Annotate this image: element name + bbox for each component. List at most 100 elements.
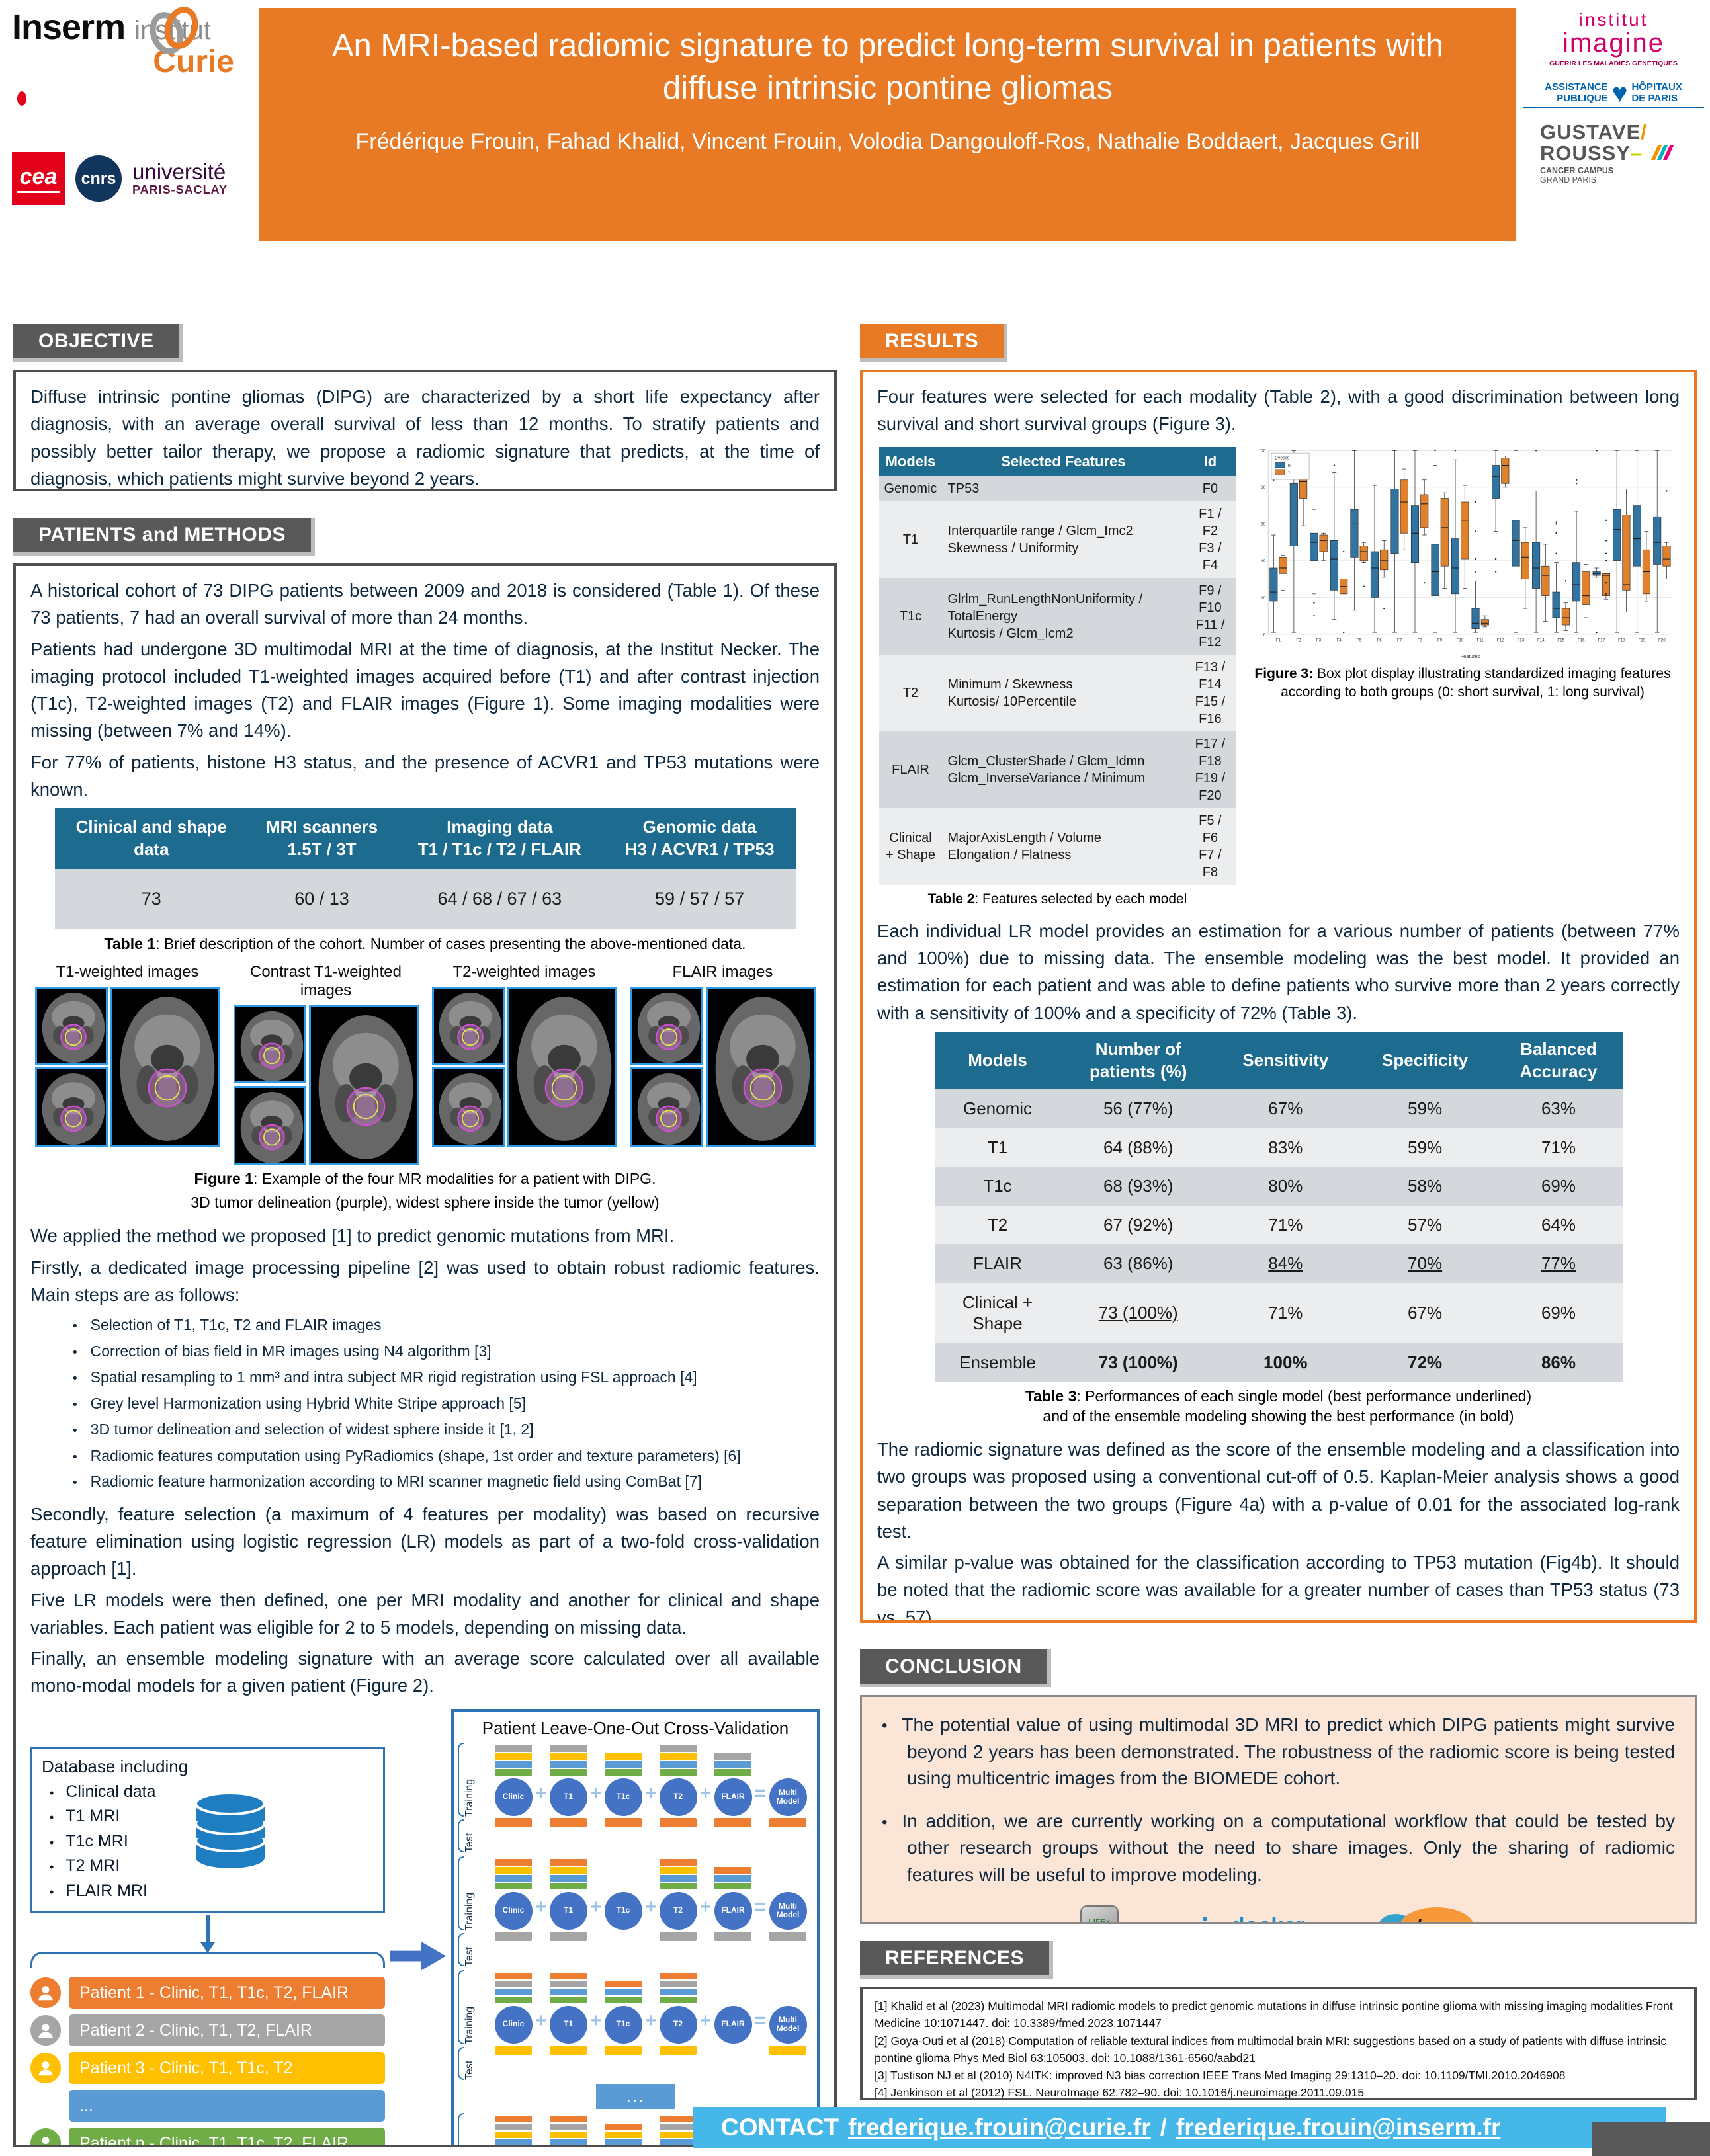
contact-label: CONTACT — [721, 2114, 839, 2141]
table1-caption: Table 1: Brief description of the cohort… — [104, 934, 746, 952]
cohort-table: Clinical and shape data MRI scanners 1.5T /… — [54, 808, 796, 929]
references-heading: REFERENCES — [860, 1941, 1054, 1979]
svg-text:F4: F4 — [1336, 638, 1342, 642]
patient-row: Patient 3 - Clinic, T1, T1c, T2 — [30, 2052, 385, 2085]
contact-bar: CONTACT frederique.frouin@curie.fr / fre… — [693, 2107, 1666, 2148]
patient-chip: Patient 3 - Clinic, T1, T1c, T2 — [69, 2052, 385, 2085]
partner-logos: cea cnrs université PARIS-SACLAY — [12, 152, 228, 205]
loocv-title: Patient Leave-One-Out Cross-Validation — [482, 1718, 789, 1738]
patient-chip: ... — [69, 2090, 385, 2122]
figure3-wrap: 0 20 40 60 80 100 F1 F2 F3 F4 F5 F6 F7 F8 F9 F10 F11 F12 F… — [1246, 442, 1680, 710]
conclusion-bullet-list: The potential value of using multimodal … — [882, 1712, 1675, 1889]
gustave-roussy-logo: GUSTAVE/ROUSSY– CANCER CAMPUS GRAND PARI… — [1523, 122, 1704, 185]
aphp-heart-icon: ♥ — [1611, 78, 1628, 108]
patient-chip: Patient 1 - Clinic, T1, T1c, T2, FLAIR — [69, 1977, 385, 2009]
tool-logos: LIFEx docker learn — [882, 1905, 1675, 1922]
methods-box: A historical cohort of 73 DIPG patients … — [13, 563, 837, 2147]
svg-text:F16: F16 — [1578, 638, 1585, 642]
results-paragraph-3: The radiomic signature was defined as th… — [877, 1439, 1680, 1542]
left-column: OBJECTIVE Diffuse intrinsic pontine glio… — [13, 324, 837, 2147]
svg-text:100: 100 — [1258, 448, 1265, 453]
svg-text:1: 1 — [1288, 470, 1291, 475]
svg-text:F12: F12 — [1497, 638, 1504, 642]
contact-email-inserm[interactable]: frederique.frouin@inserm.fr — [1176, 2114, 1501, 2141]
svg-text:F14: F14 — [1537, 638, 1545, 642]
universite-paris-saclay-logo: université PARIS-SACLAY — [132, 159, 228, 196]
methods-bullet-list: Selection of T1, T1c, T2 and FLAIR image… — [73, 1312, 820, 1495]
methods-paragraphs-1: A historical cohort of 73 DIPG patients … — [30, 580, 820, 800]
svg-text:F11: F11 — [1477, 638, 1484, 642]
database-title: Database including — [42, 1756, 189, 1776]
svg-text:F1: F1 — [1276, 638, 1281, 642]
patient-row: Patient 1 - Clinic, T1, T1c, T2, FLAIR — [30, 1977, 385, 2009]
loocv-panel: Patient Leave-One-Out Cross-Validation T… — [451, 1708, 820, 2145]
svg-text:40: 40 — [1261, 559, 1266, 563]
svg-text:0: 0 — [1263, 632, 1266, 637]
cea-logo: cea — [12, 152, 65, 205]
contact-separator: / — [1160, 2114, 1167, 2141]
inserm-dot-icon — [17, 91, 26, 106]
aphp-logo: ASSISTANCE PUBLIQUE ♥ HÔPITAUX DE PARIS — [1523, 78, 1704, 108]
right-column: RESULTS Four features were selected for … — [860, 324, 1697, 2100]
selected-features-table: Models Selected Features Id Genomic TP53 F0 T1… — [878, 446, 1236, 885]
patient-avatar — [30, 2015, 61, 2046]
results-paragraph-1: Four features were selected for each mod… — [877, 386, 1680, 435]
flow-right-arrow — [390, 1941, 446, 1971]
docker-logo-icon: docker — [1191, 1913, 1304, 1922]
patient-row: ... — [30, 2090, 385, 2122]
figure1-group: T1-weighted images — [32, 963, 223, 1165]
methods-paragraphs-2: We applied the method we proposed [1] to… — [30, 1225, 820, 1305]
patient-avatar — [30, 1977, 61, 2009]
svg-text:F18: F18 — [1618, 638, 1625, 642]
svg-text:F5: F5 — [1357, 638, 1362, 642]
footer-gray-tab — [1592, 2122, 1710, 2156]
results-box: Four features were selected for each mod… — [860, 370, 1697, 1623]
loocv-folds: Training Test Clinic + T1 + T1c + T2 + FLAIR = Multi… — [458, 1742, 813, 2145]
figure1-caption-line2: 3D tumor delineation (purple), widest sp… — [191, 1194, 660, 1212]
gustave-slashes-icon — [1650, 143, 1674, 164]
curie-logo-icon — [150, 7, 198, 54]
svg-text:F3: F3 — [1316, 638, 1322, 642]
cnrs-logo: cnrs — [75, 155, 122, 202]
performance-table: Models Number of patients (%) Sensitivity Sp… — [934, 1031, 1623, 1382]
objective-heading: OBJECTIVE — [13, 324, 183, 362]
table2-caption: Table 2: Features selected by each model — [927, 891, 1187, 907]
inserm-logo-text: Inserm institut — [12, 7, 211, 47]
scikit-learn-logo-icon: learn — [1377, 1905, 1476, 1922]
figure3-caption: Figure 3: Box plot display illustrating … — [1254, 666, 1671, 700]
objective-text: Diffuse intrinsic pontine gliomas (DIPG)… — [30, 386, 820, 489]
institut-imagine-logo: institut imagine GUÉRIR LES MALADIES GÉN… — [1549, 9, 1678, 68]
flow-down-arrow — [200, 1915, 215, 1954]
svg-text:F7: F7 — [1397, 638, 1402, 642]
lifex-logo-icon: LIFEx — [1080, 1905, 1119, 1922]
patient-row: Patient n - Clinic, T1, T1c, T2, FLAIR — [30, 2128, 385, 2145]
figure1-modality-label: FLAIR images — [672, 963, 773, 981]
svg-text:F15: F15 — [1557, 638, 1564, 642]
svg-text:F9: F9 — [1437, 638, 1443, 642]
methods-paragraphs-3: Secondly, feature selection (a maximum o… — [30, 1503, 820, 1696]
patient-avatar — [30, 2053, 61, 2084]
contact-email-curie[interactable]: frederique.frouin@curie.fr — [848, 2114, 1151, 2141]
results-heading: RESULTS — [860, 324, 1008, 362]
figure1-group: Contrast T1-weighted images — [230, 963, 421, 1166]
svg-text:F10: F10 — [1457, 638, 1464, 642]
figure1-group: FLAIR images — [627, 963, 818, 1165]
svg-text:60: 60 — [1261, 522, 1266, 526]
right-logos: institut imagine GUÉRIR LES MALADIES GÉN… — [1523, 11, 1704, 185]
poster-authors: Frédérique Frouin, Fahad Khalid, Vincent… — [355, 129, 1420, 155]
results-paragraph-2: Each individual LR model provides an est… — [877, 920, 1680, 1023]
patient-chip: Patient n - Clinic, T1, T1c, T2, FLAIR — [69, 2128, 385, 2145]
figure1-modality-label: T1-weighted images — [56, 963, 199, 981]
figure1-caption: Figure 1: Example of the four MR modalit… — [194, 1170, 656, 1188]
curie-logo-text: Curie — [153, 44, 234, 79]
svg-text:2years: 2years — [1275, 455, 1290, 460]
patient-avatar — [30, 2128, 61, 2145]
svg-text:20: 20 — [1261, 595, 1266, 600]
figure3-boxplot: 0 20 40 60 80 100 F1 F2 F3 F4 F5 F6 F7 F8 F9 F10 F11 F12 F… — [1258, 448, 1673, 659]
reference-list: [1] Khalid et al (2023) Multimodal MRI r… — [875, 1999, 1673, 2100]
results-paragraph-4: A similar p-value was obtained for the c… — [877, 1552, 1680, 1623]
